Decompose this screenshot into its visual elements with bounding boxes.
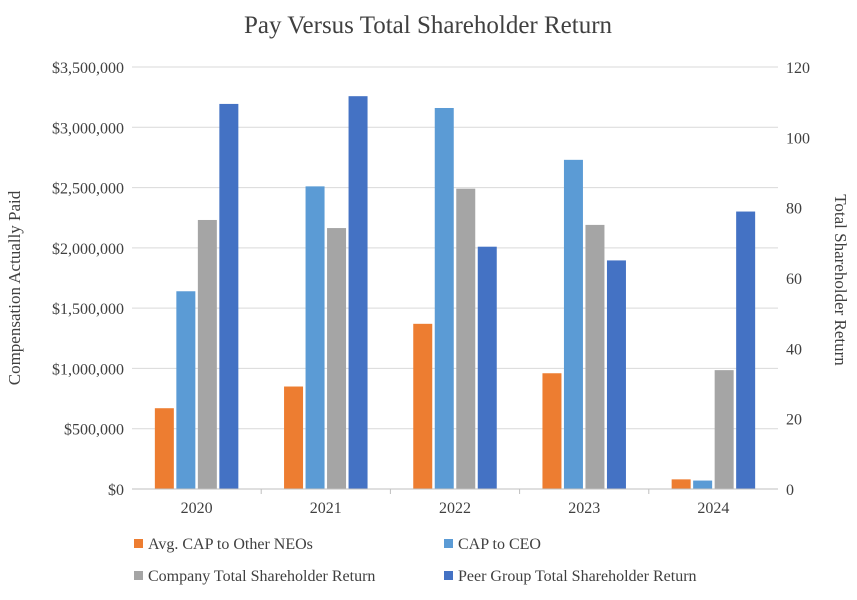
bar <box>693 480 713 489</box>
y-axis-title: Compensation Actually Paid <box>5 190 24 385</box>
bar <box>176 291 196 489</box>
legend-label: Peer Group Total Shareholder Return <box>458 568 697 585</box>
chart-title: Pay Versus Total Shareholder Return <box>244 12 613 39</box>
y-axis-ticks: $0 $500,000 $1,000,000 $1,500,000 $2,000,000… <box>52 60 124 499</box>
legend-swatch <box>444 539 453 548</box>
y2-tick-label: 20 <box>786 412 802 429</box>
y-tick-label: $1,500,000 <box>52 301 124 318</box>
legend-swatch <box>444 571 453 580</box>
bar <box>456 188 476 489</box>
bar <box>327 228 347 489</box>
bar <box>563 159 583 489</box>
bar <box>154 408 174 489</box>
x-tick-label: 2022 <box>439 500 471 517</box>
legend-label: Company Total Shareholder Return <box>148 568 375 585</box>
y-tick-label: $500,000 <box>64 422 124 439</box>
x-tick-label: 2024 <box>697 500 729 517</box>
bar <box>413 323 433 489</box>
gridlines <box>132 66 778 430</box>
y2-tick-label: 120 <box>786 60 810 77</box>
y2-tick-label: 40 <box>786 341 802 358</box>
y2-axis-ticks: 0 20 40 60 80 100 120 <box>786 60 810 499</box>
y-tick-label: $0 <box>108 482 124 499</box>
y-tick-label: $3,000,000 <box>52 120 124 137</box>
bars <box>154 96 756 490</box>
y-tick-label: $2,500,000 <box>52 181 124 198</box>
legend-swatch <box>134 539 143 548</box>
bar <box>671 479 691 489</box>
y-tick-label: $3,500,000 <box>52 60 124 77</box>
y-tick-label: $2,000,000 <box>52 241 124 258</box>
x-axis-ticks: 2020 2021 2022 2023 2024 <box>181 489 729 517</box>
bar <box>219 103 239 490</box>
legend: Avg. CAP to Other NEOs CAP to CEO Company … <box>134 536 697 585</box>
bar <box>434 107 454 489</box>
bar <box>348 96 368 490</box>
legend-label: CAP to CEO <box>458 536 541 553</box>
x-tick-label: 2021 <box>310 500 342 517</box>
y2-axis-title: Total Shareholder Return <box>831 194 850 366</box>
x-tick-label: 2020 <box>181 500 213 517</box>
y2-tick-label: 100 <box>786 130 810 147</box>
bar <box>305 186 325 489</box>
x-tick-label: 2023 <box>568 500 600 517</box>
legend-label: Avg. CAP to Other NEOs <box>148 536 313 553</box>
bar <box>542 373 562 489</box>
y2-tick-label: 60 <box>786 271 802 288</box>
y2-tick-label: 80 <box>786 201 802 218</box>
bar <box>284 386 304 489</box>
y-tick-label: $1,000,000 <box>52 361 124 378</box>
bar <box>197 219 217 489</box>
legend-swatch <box>134 571 143 580</box>
bar <box>606 260 626 489</box>
bar <box>585 224 605 490</box>
y2-tick-label: 0 <box>786 482 794 499</box>
bar <box>736 211 756 489</box>
bar <box>477 246 497 489</box>
bar <box>714 370 734 489</box>
